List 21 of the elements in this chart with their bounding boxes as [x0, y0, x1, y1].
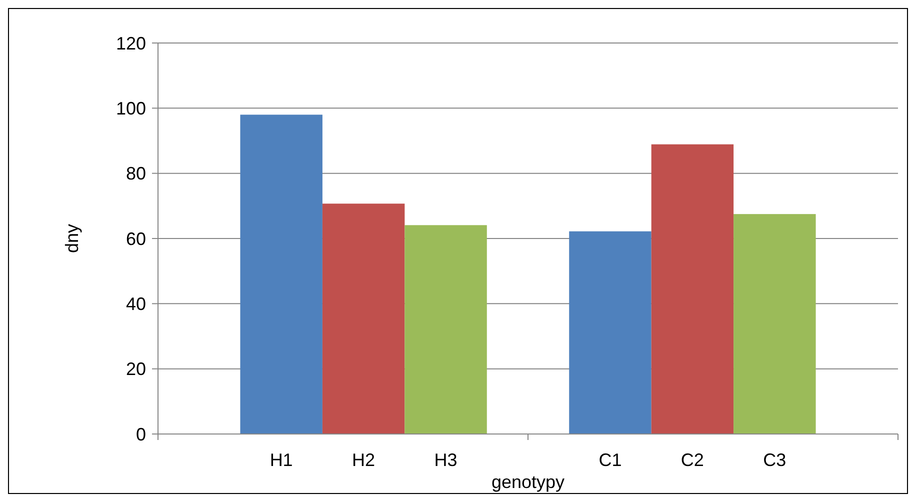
- y-tick-label: 0: [136, 424, 146, 444]
- y-tick-label: 100: [116, 98, 146, 118]
- y-tick-label: 20: [126, 359, 146, 380]
- x-tick-label: C3: [763, 450, 786, 470]
- y-axis-title: dny: [62, 224, 82, 254]
- x-tick-label: H2: [352, 450, 376, 470]
- bar: [569, 231, 652, 434]
- x-axis-title: genotypy: [491, 472, 565, 492]
- bar: [240, 114, 322, 434]
- bar: [322, 204, 405, 434]
- y-tick-label: 120: [116, 33, 146, 54]
- y-tick-label: 40: [126, 294, 146, 314]
- x-tick-label: H1: [270, 450, 293, 470]
- y-tick-label: 60: [126, 228, 146, 249]
- bar: [651, 144, 734, 434]
- bar: [734, 214, 816, 434]
- x-tick-label: C1: [598, 450, 622, 470]
- x-tick-label: H3: [434, 450, 458, 470]
- y-tick-label: 80: [126, 164, 146, 184]
- bar: [404, 225, 487, 434]
- x-tick-label: C2: [680, 450, 704, 470]
